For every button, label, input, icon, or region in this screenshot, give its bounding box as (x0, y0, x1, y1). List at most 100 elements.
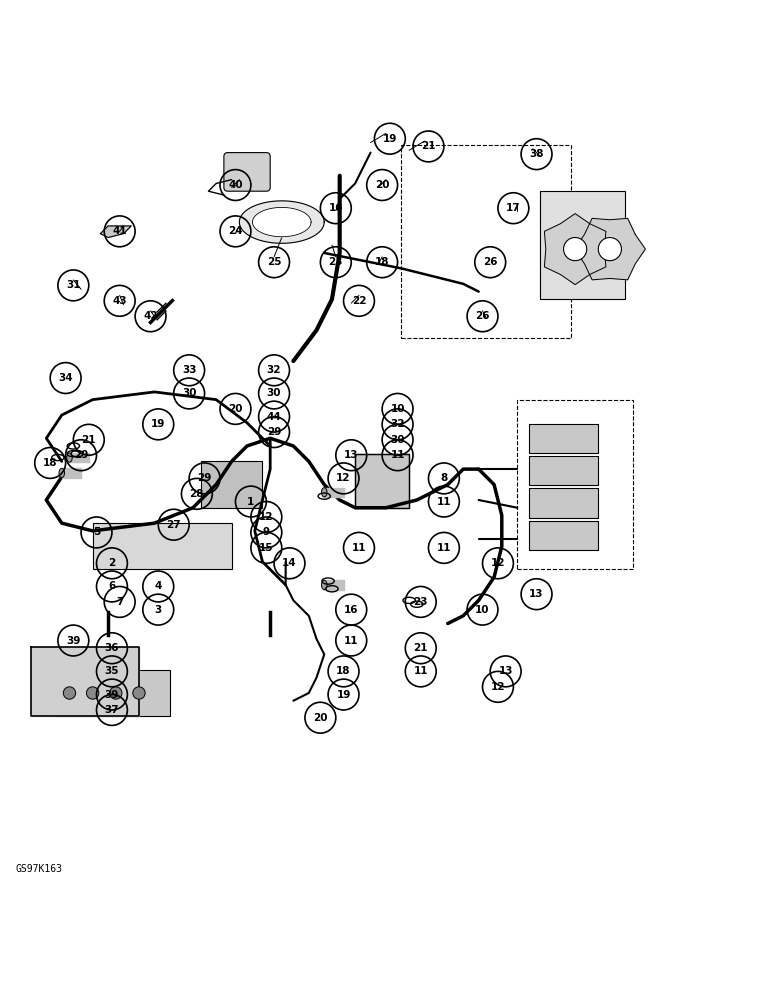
Text: 26: 26 (483, 257, 497, 267)
Text: GS97K163: GS97K163 (15, 864, 63, 874)
Polygon shape (544, 214, 606, 285)
Polygon shape (239, 201, 324, 243)
Text: 39: 39 (105, 690, 119, 700)
Bar (54, 670, 170, 716)
Text: 30: 30 (391, 435, 405, 445)
Text: 12: 12 (491, 558, 505, 568)
Text: 21: 21 (422, 141, 435, 151)
Text: 21: 21 (414, 643, 428, 653)
Ellipse shape (321, 488, 327, 497)
Bar (401, 145, 571, 338)
Text: 18: 18 (43, 458, 57, 468)
Text: 34: 34 (59, 373, 73, 383)
Text: 28: 28 (190, 489, 204, 499)
Text: 20: 20 (375, 180, 389, 190)
Text: 13: 13 (530, 589, 543, 599)
Text: 38: 38 (530, 149, 543, 159)
Text: 12: 12 (259, 512, 273, 522)
Ellipse shape (66, 453, 73, 462)
Text: 13: 13 (499, 666, 513, 676)
Text: 30: 30 (267, 388, 281, 398)
Text: 11: 11 (352, 543, 366, 553)
Text: 20: 20 (229, 404, 242, 414)
Polygon shape (324, 580, 344, 590)
Bar (529, 424, 598, 453)
Text: 11: 11 (414, 666, 428, 676)
Text: 7: 7 (116, 597, 124, 607)
Polygon shape (31, 647, 139, 716)
Text: 20: 20 (313, 713, 327, 723)
Text: 9: 9 (262, 527, 270, 537)
Text: 23: 23 (329, 257, 343, 267)
Text: 2: 2 (108, 558, 116, 568)
Text: 19: 19 (151, 419, 165, 429)
Polygon shape (252, 207, 311, 237)
Text: 13: 13 (344, 450, 358, 460)
Text: 22: 22 (352, 296, 366, 306)
Text: 40: 40 (229, 180, 242, 190)
Text: 29: 29 (267, 427, 281, 437)
Ellipse shape (321, 580, 327, 590)
Text: 16: 16 (344, 605, 358, 615)
Text: 37: 37 (105, 705, 119, 715)
Text: 11: 11 (391, 450, 405, 460)
Text: 12: 12 (491, 682, 505, 692)
Bar (529, 456, 598, 485)
Bar (540, 191, 625, 299)
Text: 41: 41 (113, 226, 127, 236)
FancyBboxPatch shape (224, 153, 270, 191)
Text: 42: 42 (144, 311, 157, 321)
Text: 1: 1 (247, 497, 255, 507)
Text: 11: 11 (437, 543, 451, 553)
Text: 10: 10 (476, 605, 489, 615)
Circle shape (598, 238, 621, 261)
Text: 11: 11 (437, 497, 451, 507)
Bar (93, 523, 232, 569)
Polygon shape (69, 453, 89, 462)
Text: 43: 43 (113, 296, 127, 306)
Text: 39: 39 (66, 636, 80, 646)
Text: 19: 19 (337, 690, 350, 700)
Text: 3: 3 (154, 605, 162, 615)
Bar (529, 521, 598, 550)
Text: 10: 10 (391, 404, 405, 414)
Text: 29: 29 (74, 450, 88, 460)
Text: 36: 36 (105, 643, 119, 653)
Polygon shape (100, 226, 131, 238)
Circle shape (63, 687, 76, 699)
Text: 29: 29 (198, 473, 212, 483)
Text: 11: 11 (344, 636, 358, 646)
Bar (517, 400, 633, 569)
Text: 18: 18 (337, 666, 350, 676)
Text: 27: 27 (167, 520, 181, 530)
Bar (355, 454, 409, 508)
Ellipse shape (59, 468, 65, 478)
Text: 32: 32 (391, 419, 405, 429)
Text: 24: 24 (229, 226, 242, 236)
Polygon shape (62, 468, 81, 478)
Text: 18: 18 (375, 257, 389, 267)
Text: 6: 6 (108, 581, 116, 591)
Text: 31: 31 (66, 280, 80, 290)
Bar (201, 461, 262, 508)
Text: 15: 15 (259, 543, 273, 553)
Text: 21: 21 (82, 435, 96, 445)
Text: 17: 17 (506, 203, 520, 213)
Polygon shape (574, 218, 645, 280)
Circle shape (110, 687, 122, 699)
Circle shape (133, 687, 145, 699)
Text: 25: 25 (267, 257, 281, 267)
Text: 26: 26 (476, 311, 489, 321)
Polygon shape (324, 488, 344, 497)
Text: 23: 23 (414, 597, 428, 607)
Text: 30: 30 (182, 388, 196, 398)
Text: 4: 4 (154, 581, 162, 591)
Text: 5: 5 (93, 527, 100, 537)
Circle shape (564, 238, 587, 261)
Text: 14: 14 (283, 558, 296, 568)
Text: 35: 35 (105, 666, 119, 676)
Text: 8: 8 (440, 473, 448, 483)
Text: 44: 44 (266, 412, 282, 422)
Circle shape (86, 687, 99, 699)
Text: 16: 16 (329, 203, 343, 213)
